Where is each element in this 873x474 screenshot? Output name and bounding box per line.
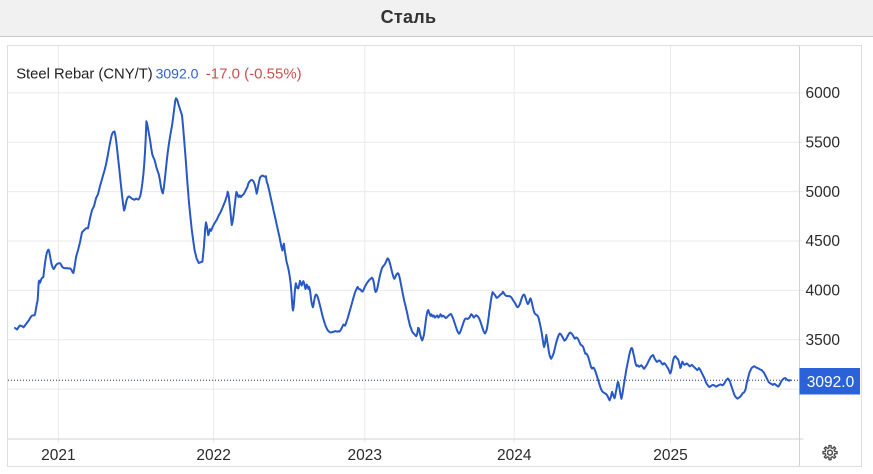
svg-text:Steel Rebar (CNY/T): Steel Rebar (CNY/T) xyxy=(16,67,153,83)
svg-text:2021: 2021 xyxy=(41,447,75,464)
svg-text:5500: 5500 xyxy=(806,135,841,152)
svg-text:4500: 4500 xyxy=(806,233,841,250)
svg-text:2023: 2023 xyxy=(348,447,382,464)
svg-text:2022: 2022 xyxy=(196,447,230,464)
svg-text:3092.0: 3092.0 xyxy=(807,374,855,391)
svg-text:3092.0: 3092.0 xyxy=(156,66,199,82)
svg-text:6000: 6000 xyxy=(806,85,841,102)
svg-text:2025: 2025 xyxy=(653,447,687,464)
svg-text:4000: 4000 xyxy=(806,283,841,300)
svg-text:3500: 3500 xyxy=(806,332,841,349)
svg-text:5000: 5000 xyxy=(806,184,841,201)
svg-text:-17.0 (-0.55%): -17.0 (-0.55%) xyxy=(206,66,302,83)
svg-text:2024: 2024 xyxy=(497,447,532,464)
